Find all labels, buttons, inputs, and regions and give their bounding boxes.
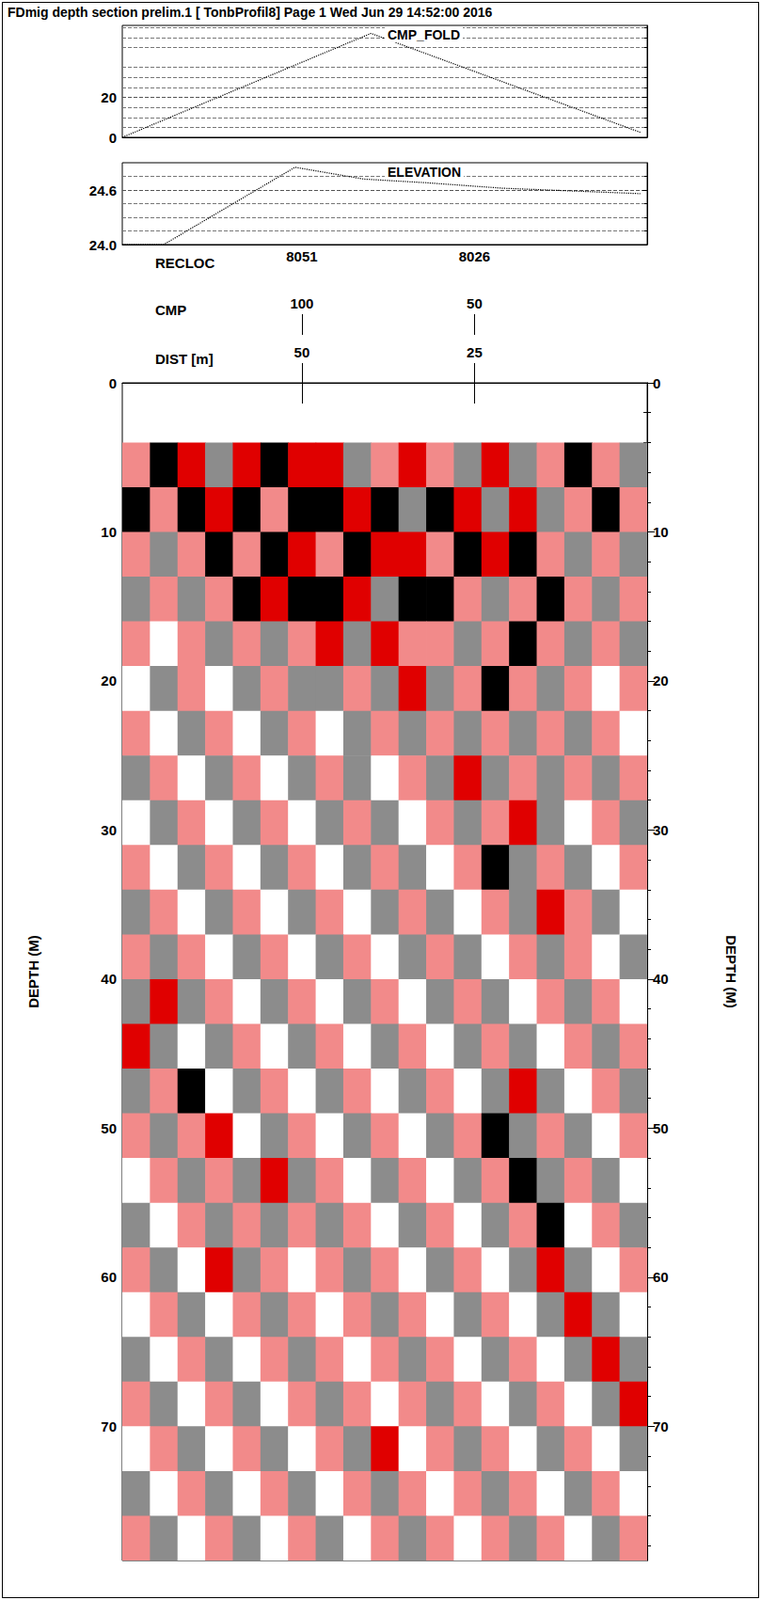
svg-text:60: 60 (100, 1268, 117, 1285)
svg-text:0: 0 (109, 129, 117, 146)
svg-text:FDmig depth section prelim.1 [: FDmig depth section prelim.1 [ TonbProfi… (7, 4, 493, 20)
svg-text:24.0: 24.0 (89, 237, 117, 254)
svg-text:8051: 8051 (285, 248, 318, 265)
svg-text:RECLOC: RECLOC (155, 254, 216, 271)
svg-text:CMP_FOLD: CMP_FOLD (387, 27, 460, 43)
svg-text:30: 30 (652, 822, 669, 839)
svg-text:25: 25 (466, 344, 483, 361)
svg-text:8026: 8026 (459, 248, 491, 265)
svg-text:ELEVATION: ELEVATION (387, 164, 461, 180)
svg-text:DIST [m]: DIST [m] (155, 350, 214, 367)
svg-text:0: 0 (109, 375, 117, 392)
svg-text:10: 10 (652, 523, 669, 540)
svg-text:20: 20 (652, 672, 669, 689)
svg-text:70: 70 (652, 1418, 669, 1435)
svg-text:40: 40 (100, 970, 117, 987)
svg-text:50: 50 (652, 1120, 669, 1137)
svg-text:10: 10 (100, 523, 117, 540)
svg-text:DEPTH (M): DEPTH (M) (25, 935, 42, 1009)
svg-text:70: 70 (100, 1418, 117, 1435)
svg-text:50: 50 (100, 1120, 117, 1137)
svg-text:40: 40 (652, 970, 669, 987)
svg-text:CMP: CMP (155, 301, 187, 318)
svg-text:100: 100 (289, 295, 314, 312)
svg-text:20: 20 (100, 672, 117, 689)
svg-text:30: 30 (100, 822, 117, 839)
svg-text:50: 50 (294, 344, 311, 361)
svg-text:60: 60 (652, 1268, 669, 1285)
svg-text:20: 20 (100, 89, 117, 106)
svg-text:DEPTH (M): DEPTH (M) (723, 935, 740, 1009)
svg-text:50: 50 (466, 295, 483, 312)
svg-text:24.6: 24.6 (89, 182, 117, 199)
svg-text:0: 0 (652, 375, 661, 392)
